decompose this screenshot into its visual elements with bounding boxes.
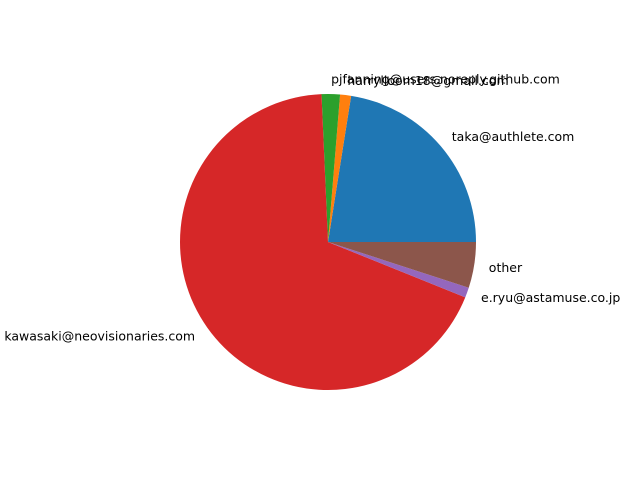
pie-label-3: kawasaki@neovisionaries.com [4, 329, 195, 344]
pie-slice-0 [328, 95, 477, 242]
pie-label-0: taka@authlete.com [452, 129, 575, 144]
pie-labels: taka@authlete.com harrylloom18@gmail.comp… [4, 72, 620, 344]
pie-slices [180, 93, 477, 390]
pie-label-5: other [489, 260, 523, 275]
pie-slice-1 [328, 94, 352, 243]
pie-slice-3 [180, 94, 466, 390]
pie-label-4: e.ryu@astamuse.co.jp [481, 290, 620, 305]
pie-slice-5 [328, 242, 476, 288]
pie-slice-2 [321, 93, 341, 242]
pie-slice-4 [328, 242, 469, 298]
pie-label-2: pjfanning@users.noreply.github.com [331, 72, 560, 87]
pie-label-1: harrylloom18@gmail.com [347, 73, 508, 88]
